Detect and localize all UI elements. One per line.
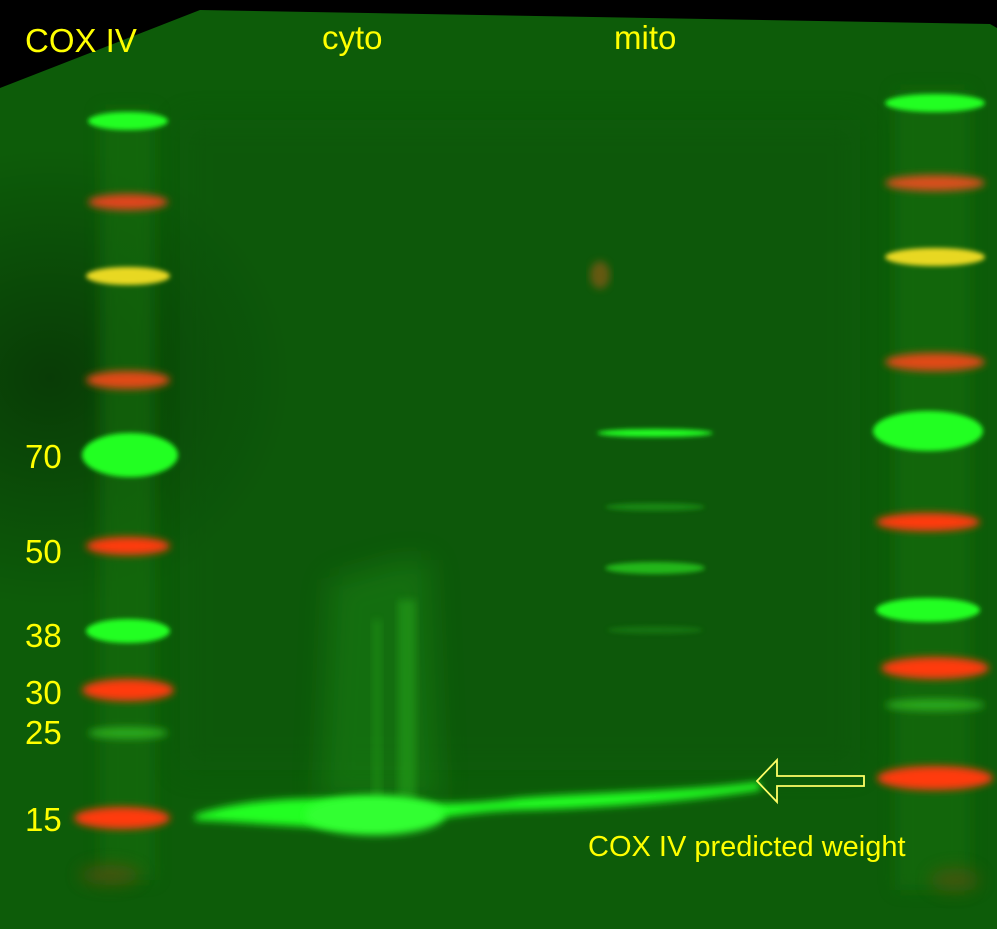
ladder-band bbox=[82, 679, 174, 701]
ladder-band bbox=[82, 433, 178, 477]
ladder-band bbox=[86, 619, 170, 643]
cyto-lane bbox=[320, 560, 440, 800]
right-ladder-lane bbox=[873, 90, 993, 892]
ladder-band bbox=[873, 411, 983, 451]
mito-lane bbox=[590, 261, 713, 634]
marker-label: 38 bbox=[25, 617, 62, 654]
ladder-band bbox=[877, 766, 993, 790]
marker-label: 15 bbox=[25, 801, 62, 838]
ladder-band bbox=[88, 727, 168, 739]
mito-band bbox=[605, 503, 705, 511]
ladder-band bbox=[86, 371, 170, 389]
ladder-band bbox=[88, 194, 168, 210]
ladder-band bbox=[74, 807, 170, 829]
blot-title: COX IV bbox=[25, 22, 137, 59]
lane-label-cyto: cyto bbox=[322, 19, 383, 56]
left-ladder-lane bbox=[74, 110, 178, 885]
ladder-band bbox=[86, 537, 170, 555]
ladder-band bbox=[885, 353, 985, 371]
ladder-band bbox=[885, 94, 985, 112]
mito-band bbox=[605, 562, 705, 574]
marker-label: 70 bbox=[25, 438, 62, 475]
arrow-icon bbox=[755, 757, 865, 805]
annotation-text: COX IV predicted weight bbox=[588, 831, 906, 863]
ladder-band bbox=[876, 598, 980, 622]
marker-label: 25 bbox=[25, 714, 62, 751]
ladder-band bbox=[86, 267, 170, 285]
ladder-band bbox=[88, 112, 168, 130]
marker-label: 50 bbox=[25, 533, 62, 570]
marker-label: 30 bbox=[25, 674, 62, 711]
ladder-band bbox=[885, 699, 985, 711]
ladder-band bbox=[885, 175, 985, 191]
ladder-band bbox=[881, 657, 989, 679]
cox-iv-band bbox=[195, 782, 760, 835]
lane-label-mito: mito bbox=[614, 19, 677, 56]
mito-band bbox=[597, 429, 713, 437]
ladder-band bbox=[885, 248, 985, 266]
ladder-band bbox=[876, 513, 980, 531]
